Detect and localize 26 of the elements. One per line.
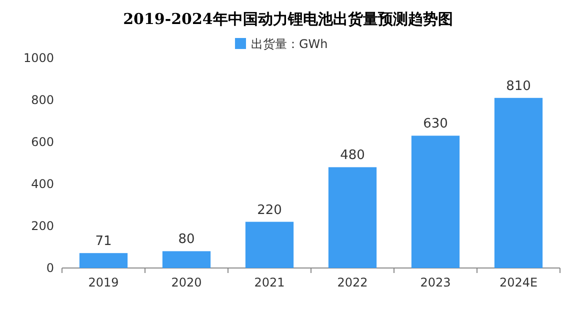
x-tick-label: 2021 <box>254 276 285 290</box>
y-tick-label: 800 <box>31 92 54 107</box>
data-label: 71 <box>95 234 112 250</box>
bar <box>79 253 128 268</box>
data-label: 80 <box>178 232 195 248</box>
legend-label: 出货量：GWh <box>251 37 328 51</box>
data-label: 630 <box>423 116 448 132</box>
x-tick-label: 2020 <box>171 276 202 290</box>
x-tick-label: 2019 <box>88 276 119 290</box>
data-label: 810 <box>506 78 531 94</box>
bar <box>162 251 211 268</box>
bar <box>411 136 460 268</box>
x-tick-label: 2023 <box>420 276 451 290</box>
y-tick-label: 200 <box>31 218 54 233</box>
y-tick-label: 1000 <box>23 50 54 65</box>
y-tick-label: 400 <box>31 176 54 191</box>
data-label: 480 <box>340 148 365 164</box>
data-label: 220 <box>257 202 282 218</box>
bar <box>245 222 294 268</box>
chart-title: 2019-2024年中国动力锂电池出货量预测趋势图 <box>123 10 453 28</box>
y-tick-label: 600 <box>31 134 54 149</box>
x-tick-label: 2024E <box>499 276 538 290</box>
bar <box>328 167 377 268</box>
x-tick-label: 2022 <box>337 276 368 290</box>
bar <box>494 98 543 268</box>
y-tick-label: 0 <box>46 260 54 275</box>
